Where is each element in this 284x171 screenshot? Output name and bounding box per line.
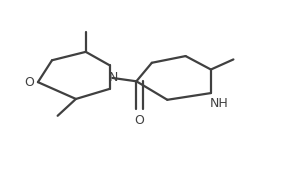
Text: O: O bbox=[135, 114, 144, 127]
Text: N: N bbox=[109, 71, 118, 84]
Text: O: O bbox=[25, 76, 34, 89]
Text: NH: NH bbox=[210, 97, 229, 110]
